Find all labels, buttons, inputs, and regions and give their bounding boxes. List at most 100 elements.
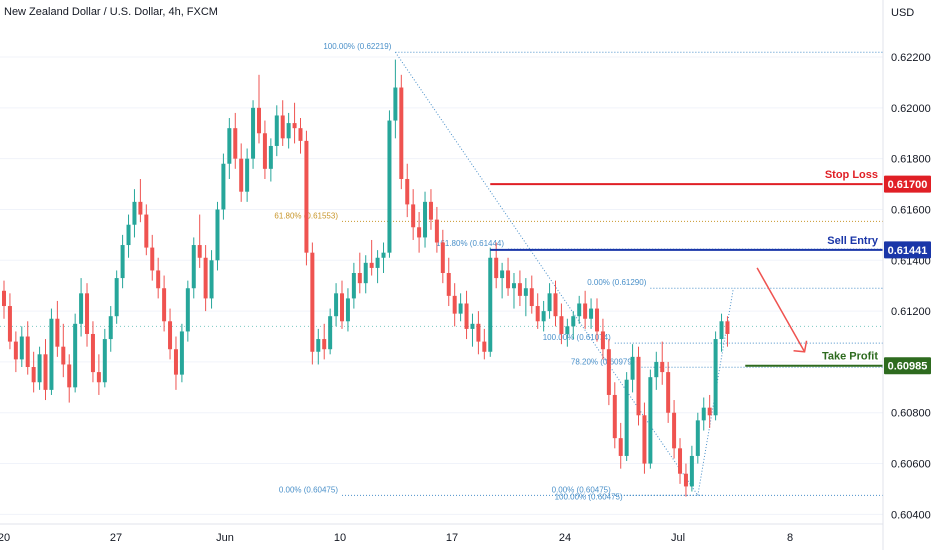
candle-body xyxy=(345,298,350,322)
candle-body xyxy=(541,311,546,322)
candle-down xyxy=(90,321,95,383)
candle-body xyxy=(642,415,647,464)
candle-body xyxy=(168,321,173,350)
candle-up xyxy=(624,372,629,462)
candle-body xyxy=(630,356,635,380)
candle-down xyxy=(559,303,564,345)
candle-body xyxy=(256,107,261,134)
candle-up xyxy=(387,110,392,258)
candle-body xyxy=(90,333,95,373)
candle-body xyxy=(494,257,499,279)
candle-down xyxy=(322,323,327,360)
candle-down xyxy=(411,189,416,240)
price-tick-label: 0.60400 xyxy=(891,509,931,521)
candle-body xyxy=(328,316,333,350)
candle-body xyxy=(506,270,511,289)
price-tick-label: 0.61600 xyxy=(891,204,931,216)
candle-body xyxy=(434,219,439,243)
candle-down xyxy=(280,100,285,146)
candle-body xyxy=(2,290,6,307)
candle-body xyxy=(191,245,196,289)
candle-down xyxy=(606,339,611,406)
time-axis[interactable]: 20 27 Jun 10 17 24 Jul 8 xyxy=(0,532,793,544)
candle-body xyxy=(606,349,611,395)
currency-label[interactable]: USD xyxy=(891,7,914,19)
candle-up xyxy=(541,300,546,332)
candle-body xyxy=(221,163,226,210)
grid-lines xyxy=(0,56,883,515)
candle-body xyxy=(612,394,617,439)
candle-down xyxy=(304,130,309,266)
candle-body xyxy=(428,201,433,220)
candle-down xyxy=(452,283,457,327)
candle-down xyxy=(357,252,362,294)
candle-down xyxy=(666,361,671,423)
candle-up xyxy=(179,323,184,383)
candle-up xyxy=(458,293,463,322)
candle-down xyxy=(162,275,167,332)
candle-body xyxy=(482,341,487,352)
candle-body xyxy=(43,354,48,390)
candle-up xyxy=(114,270,119,324)
candle-up xyxy=(630,344,635,393)
take_profit-label: Take Profit xyxy=(822,351,878,363)
sell_entry-price-tag xyxy=(884,241,931,259)
candle-body xyxy=(280,115,285,139)
candlestick-series xyxy=(2,59,730,497)
candle-up xyxy=(719,313,724,352)
candle-body xyxy=(322,339,327,350)
time-tick-label: 24 xyxy=(559,532,571,544)
candle-body xyxy=(517,283,522,296)
candle-body xyxy=(571,316,576,327)
fib-level-label: 100.00% (0.62219) xyxy=(323,42,391,51)
candle-body xyxy=(683,473,688,487)
candle-body xyxy=(565,326,570,334)
candle-down xyxy=(464,290,469,340)
candle-down xyxy=(428,189,433,230)
candle-body xyxy=(227,128,232,164)
candle-up xyxy=(37,346,42,390)
candle-down xyxy=(707,394,712,428)
price-tags: 0.61700 0.61441 0.60985 xyxy=(884,175,931,375)
candle-body xyxy=(215,209,220,261)
candle-up xyxy=(351,262,356,309)
candle-body xyxy=(357,273,362,284)
candle-body xyxy=(559,316,564,334)
candle-body xyxy=(719,321,724,340)
candle-body xyxy=(334,293,339,317)
candle-body xyxy=(666,372,671,413)
candle-up xyxy=(500,262,505,299)
candle-down xyxy=(618,422,623,469)
forecast-arrow xyxy=(756,267,808,353)
candle-up xyxy=(423,191,428,248)
candle-up xyxy=(191,237,196,299)
candle-body xyxy=(695,420,700,456)
candle-body xyxy=(239,158,244,192)
candle-body xyxy=(304,140,309,253)
candle-body xyxy=(393,87,398,121)
candle-up xyxy=(108,306,113,352)
candle-up xyxy=(488,247,493,357)
candle-down xyxy=(583,290,588,329)
candle-body xyxy=(707,407,712,416)
fib-level-label: 0.00% (0.60475) xyxy=(552,485,611,494)
sell_entry-label: Sell Entry xyxy=(827,235,879,247)
candle-down xyxy=(144,204,149,256)
candle-body xyxy=(274,115,279,146)
candle-down xyxy=(529,275,534,314)
candle-down xyxy=(678,438,683,484)
candle-body xyxy=(31,367,36,383)
candle-down xyxy=(262,120,267,179)
fib-level-label: 0.00% (0.61290) xyxy=(587,278,646,287)
candle-up xyxy=(268,138,273,182)
candle-down xyxy=(13,331,18,373)
candle-up xyxy=(577,295,582,324)
candle-body xyxy=(583,303,588,319)
candle-up xyxy=(102,328,107,388)
candle-body xyxy=(511,283,516,289)
price-axis[interactable]: 0.622000.620000.618000.616000.614000.612… xyxy=(891,52,931,521)
candle-up xyxy=(251,100,256,169)
candle-body xyxy=(120,245,125,279)
candle-down xyxy=(256,74,261,144)
